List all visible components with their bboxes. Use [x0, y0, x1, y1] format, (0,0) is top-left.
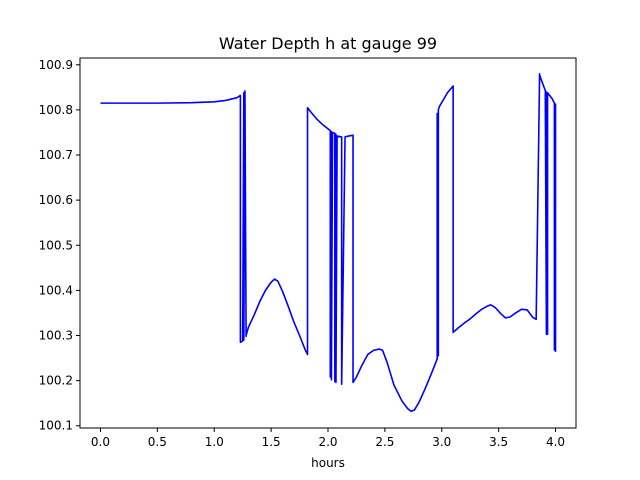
- y-tick-label: 100.3: [39, 329, 73, 343]
- y-tick-label: 100.4: [39, 283, 73, 297]
- x-tick-label: 0.5: [148, 435, 167, 449]
- series-line-0: [100, 72, 557, 413]
- y-tick-label: 100.1: [39, 419, 73, 433]
- y-tick-label: 100.7: [39, 148, 73, 162]
- x-tick-label: 1.5: [262, 435, 281, 449]
- y-tick-label: 100.5: [39, 238, 73, 252]
- x-tick-label: 3.0: [432, 435, 451, 449]
- x-tick-label: 2.0: [318, 435, 337, 449]
- y-tick-label: 100.2: [39, 374, 73, 388]
- x-tick-label: 0.0: [91, 435, 110, 449]
- x-tick-label: 3.5: [489, 435, 508, 449]
- y-tick-label: 100.9: [39, 58, 73, 72]
- x-axis-label: hours: [311, 456, 345, 470]
- x-tick-label: 4.0: [546, 435, 565, 449]
- x-tick-label: 1.0: [205, 435, 224, 449]
- y-tick-label: 100.8: [39, 103, 73, 117]
- chart-title: Water Depth h at gauge 99: [219, 34, 437, 53]
- x-tick-label: 2.5: [375, 435, 394, 449]
- y-tick-label: 100.6: [39, 193, 73, 207]
